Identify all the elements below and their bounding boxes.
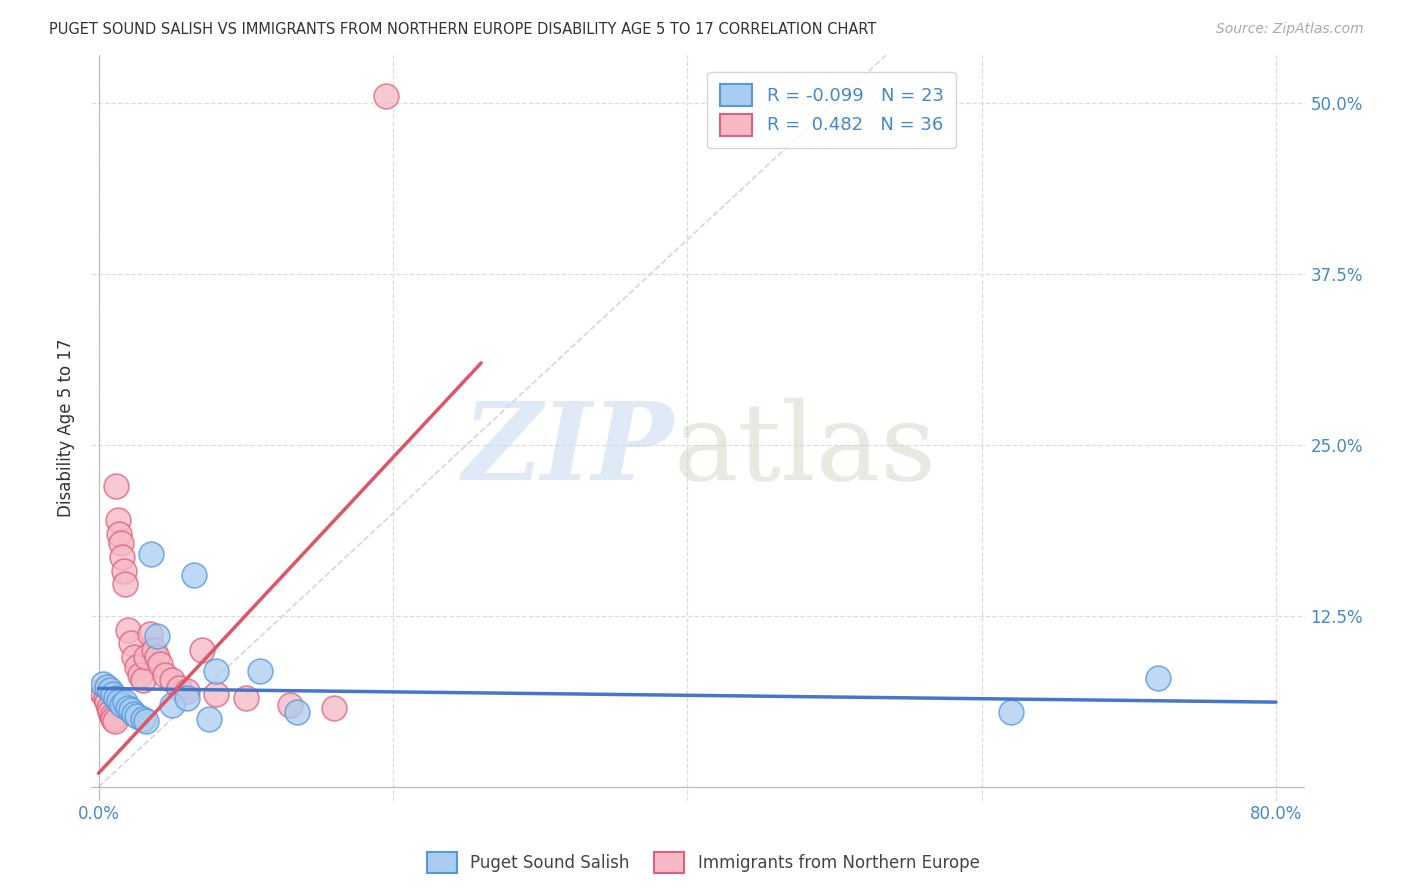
- Text: PUGET SOUND SALISH VS IMMIGRANTS FROM NORTHERN EUROPE DISABILITY AGE 5 TO 17 COR: PUGET SOUND SALISH VS IMMIGRANTS FROM NO…: [49, 22, 876, 37]
- Point: [91, 677, 114, 691]
- Point: [176, 684, 198, 698]
- Point: [104, 714, 127, 729]
- Point: [146, 630, 169, 644]
- Point: [108, 694, 131, 708]
- Point: [235, 691, 257, 706]
- Point: [114, 695, 136, 709]
- Legend: Puget Sound Salish, Immigrants from Northern Europe: Puget Sound Salish, Immigrants from Nort…: [420, 846, 986, 880]
- Point: [94, 691, 117, 706]
- Point: [1147, 671, 1170, 685]
- Point: [97, 700, 120, 714]
- Point: [143, 643, 166, 657]
- Point: [120, 636, 142, 650]
- Point: [131, 712, 153, 726]
- Point: [249, 664, 271, 678]
- Point: [278, 698, 301, 712]
- Point: [125, 659, 148, 673]
- Point: [135, 714, 157, 729]
- Point: [105, 691, 128, 706]
- Point: [96, 695, 118, 709]
- Point: [103, 687, 125, 701]
- Point: [103, 712, 125, 726]
- Point: [112, 564, 135, 578]
- Point: [114, 577, 136, 591]
- Text: atlas: atlas: [673, 398, 936, 503]
- Text: Source: ZipAtlas.com: Source: ZipAtlas.com: [1216, 22, 1364, 37]
- Point: [111, 698, 134, 712]
- Point: [117, 623, 139, 637]
- Point: [107, 513, 129, 527]
- Point: [183, 568, 205, 582]
- Legend: R = -0.099   N = 23, R =  0.482   N = 36: R = -0.099 N = 23, R = 0.482 N = 36: [707, 71, 956, 148]
- Point: [100, 708, 122, 723]
- Point: [105, 479, 128, 493]
- Point: [169, 681, 191, 696]
- Point: [98, 682, 121, 697]
- Text: ZIP: ZIP: [463, 397, 673, 503]
- Point: [120, 703, 142, 717]
- Point: [285, 705, 308, 719]
- Point: [90, 684, 112, 698]
- Point: [176, 691, 198, 706]
- Point: [1000, 705, 1022, 719]
- Point: [153, 667, 176, 681]
- Point: [108, 527, 131, 541]
- Point: [149, 657, 172, 671]
- Point: [117, 700, 139, 714]
- Point: [135, 650, 157, 665]
- Point: [146, 650, 169, 665]
- Point: [122, 650, 145, 665]
- Point: [323, 700, 346, 714]
- Point: [205, 664, 228, 678]
- Point: [190, 643, 212, 657]
- Point: [198, 712, 221, 726]
- Point: [98, 705, 121, 719]
- Point: [139, 626, 162, 640]
- Point: [122, 707, 145, 722]
- Point: [128, 667, 150, 681]
- Point: [125, 708, 148, 723]
- Point: [111, 550, 134, 565]
- Point: [374, 89, 396, 103]
- Point: [160, 673, 183, 688]
- Point: [205, 687, 228, 701]
- Point: [160, 698, 183, 712]
- Point: [110, 536, 132, 550]
- Point: [91, 687, 114, 701]
- Point: [96, 680, 118, 694]
- Point: [131, 673, 153, 688]
- Point: [141, 548, 163, 562]
- Y-axis label: Disability Age 5 to 17: Disability Age 5 to 17: [58, 339, 75, 517]
